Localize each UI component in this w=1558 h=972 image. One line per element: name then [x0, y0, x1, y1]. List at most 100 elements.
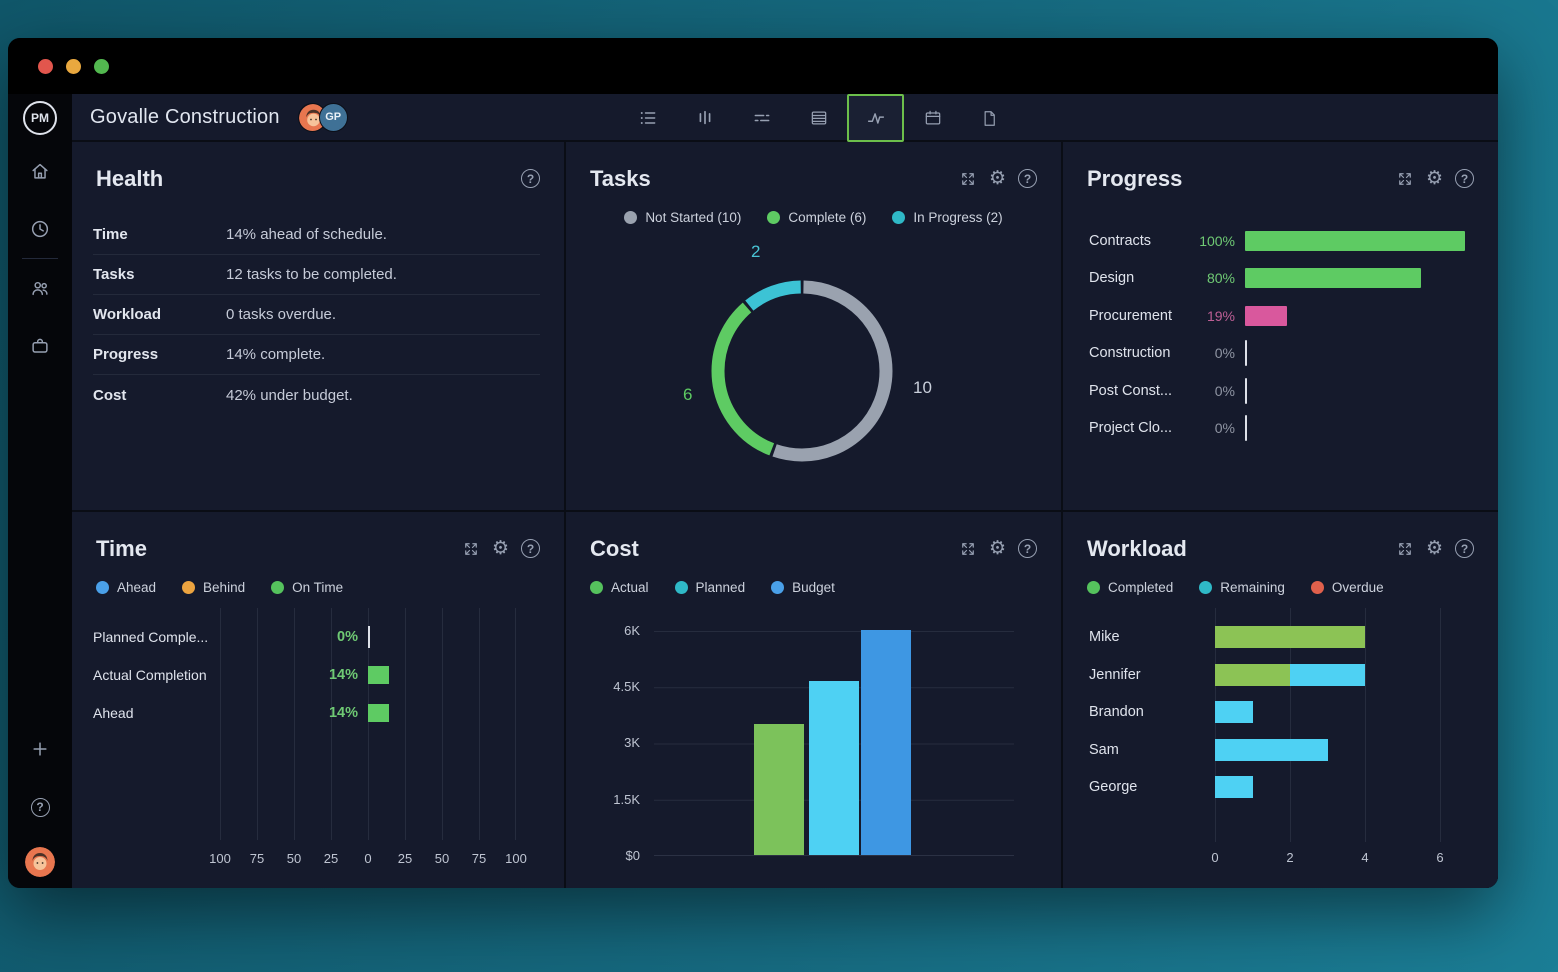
time-value-label: 14% — [328, 705, 358, 721]
workload-chart-plot — [1215, 608, 1493, 842]
tasks-expand-icon[interactable] — [959, 170, 977, 188]
donut-segment-not-started — [711, 280, 893, 462]
legend-label: In Progress (2) — [913, 210, 1003, 225]
time-category-label: Planned Comple... — [93, 629, 209, 645]
tab-gantt[interactable] — [733, 94, 790, 142]
sidebar-item-recent[interactable] — [8, 200, 72, 258]
sidebar: PM — [8, 94, 72, 888]
legend-item: Budget — [771, 580, 835, 595]
legend-item: In Progress (2) — [892, 210, 1003, 225]
workload-x-tick: 4 — [1361, 850, 1369, 865]
sidebar-user-avatar[interactable] — [8, 836, 72, 888]
time-x-tick: 100 — [209, 851, 231, 866]
progress-settings-icon[interactable]: ⚙ — [1425, 167, 1443, 189]
health-row-label: Tasks — [93, 266, 135, 283]
progress-row-percent: 80% — [1206, 270, 1235, 287]
progress-help-icon[interactable]: ? — [1455, 169, 1474, 188]
time-help-icon[interactable]: ? — [521, 539, 540, 558]
tasks-settings-icon[interactable]: ⚙ — [988, 167, 1006, 189]
workload-settings-icon[interactable]: ⚙ — [1425, 537, 1443, 559]
progress-row-label: Contracts — [1089, 232, 1152, 249]
tasks-donut-chart: 2 10 6 — [683, 242, 932, 466]
legend-label: Actual — [611, 580, 649, 595]
workload-help-icon[interactable]: ? — [1455, 539, 1474, 558]
home-icon — [29, 160, 51, 182]
cost-y-tick: 1.5K — [613, 792, 640, 807]
project-header: Govalle Construction GP — [72, 94, 1498, 142]
cost-y-tick: 3K — [624, 735, 640, 750]
legend-label: On Time — [292, 580, 344, 595]
tasks-help-icon[interactable]: ? — [1018, 169, 1037, 188]
progress-row-label: Post Const... — [1089, 382, 1173, 399]
health-row-tasks: Tasks 12 tasks to be completed. — [93, 255, 540, 295]
workload-expand-icon[interactable] — [1396, 540, 1414, 558]
health-row-value: 12 tasks to be completed. — [226, 266, 397, 283]
tab-list[interactable] — [619, 94, 676, 142]
workload-bar-remaining — [1215, 776, 1253, 798]
minimize-window-button[interactable] — [66, 58, 81, 74]
close-window-button[interactable] — [38, 58, 53, 74]
time-category-label: Ahead — [93, 705, 134, 721]
progress-row: Post Const... 0% — [1089, 372, 1478, 410]
time-category-label: Actual Completion — [93, 667, 207, 683]
health-row-value: 0 tasks overdue. — [226, 306, 337, 323]
progress-row-label: Design — [1089, 270, 1135, 287]
progress-row-label: Construction — [1089, 345, 1171, 362]
cost-expand-icon[interactable] — [959, 540, 977, 558]
health-row-progress: Progress 14% complete. — [93, 335, 540, 375]
progress-row-label: Project Clo... — [1089, 420, 1172, 437]
tasks-panel-title: Tasks — [590, 166, 651, 191]
cost-help-icon[interactable]: ? — [1018, 539, 1037, 558]
cost-bar-actual — [754, 723, 804, 855]
tab-dashboard[interactable] — [847, 94, 904, 142]
cost-settings-icon[interactable]: ⚙ — [988, 537, 1006, 559]
progress-bar-chart: Contracts 100% Design 80% Procurement 19% C… — [1089, 222, 1478, 447]
sidebar-item-portfolio[interactable] — [8, 317, 72, 375]
workload-x-tick: 6 — [1436, 850, 1444, 865]
time-value-label: 0% — [337, 629, 358, 645]
tab-board[interactable] — [676, 94, 733, 142]
gantt-view-icon — [752, 108, 772, 128]
workload-x-tick: 2 — [1286, 850, 1294, 865]
time-settings-icon[interactable]: ⚙ — [491, 537, 509, 559]
sidebar-item-home[interactable] — [8, 142, 72, 200]
time-x-tick: 25 — [323, 851, 339, 866]
dashboard-grid: Health ? Time 14% ahead of schedule. Task… — [72, 142, 1498, 888]
member-avatar-gp[interactable]: GP — [318, 102, 348, 132]
workload-bar-remaining — [1215, 701, 1253, 723]
window-titlebar — [8, 38, 1498, 94]
legend-item: Not Started (10) — [624, 210, 741, 225]
legend-label: Not Started (10) — [645, 210, 742, 225]
time-expand-icon[interactable] — [462, 540, 480, 558]
sidebar-add-button[interactable] — [8, 720, 72, 778]
legend-item: On Time — [271, 580, 343, 595]
progress-expand-icon[interactable] — [1396, 170, 1414, 188]
workload-bar-row — [1215, 776, 1253, 798]
tab-calendar[interactable] — [904, 94, 961, 142]
health-row-value: 42% under budget. — [226, 386, 353, 404]
member-avatar[interactable] — [297, 102, 327, 132]
cost-bar-budget — [861, 630, 911, 855]
sidebar-help-button[interactable]: ? — [8, 778, 72, 836]
sidebar-divider — [22, 258, 58, 259]
time-bar-ahead — [368, 704, 389, 722]
legend-dot — [892, 211, 906, 224]
zoom-window-button[interactable] — [94, 58, 109, 74]
progress-row-percent: 100% — [1199, 232, 1235, 249]
tab-files[interactable] — [961, 94, 1018, 142]
progress-bar — [1245, 377, 1247, 404]
sidebar-item-team[interactable] — [8, 259, 72, 317]
health-help-icon[interactable]: ? — [521, 169, 540, 188]
workload-person-label: Jennifer — [1089, 667, 1141, 683]
sidebar-item-home-logo[interactable]: PM — [16, 94, 64, 142]
panel-workload: Workload ⚙ ? Completed Remaining Overdue — [1063, 512, 1498, 888]
legend-dot — [1310, 581, 1324, 594]
app-window: PM — [8, 38, 1498, 888]
time-bar-actual — [368, 666, 389, 684]
briefcase-icon — [29, 335, 51, 357]
legend-label: Overdue — [1331, 580, 1384, 595]
legend-label: Planned — [695, 580, 746, 595]
tab-sheet[interactable] — [790, 94, 847, 142]
workload-bar-remaining — [1215, 739, 1328, 761]
